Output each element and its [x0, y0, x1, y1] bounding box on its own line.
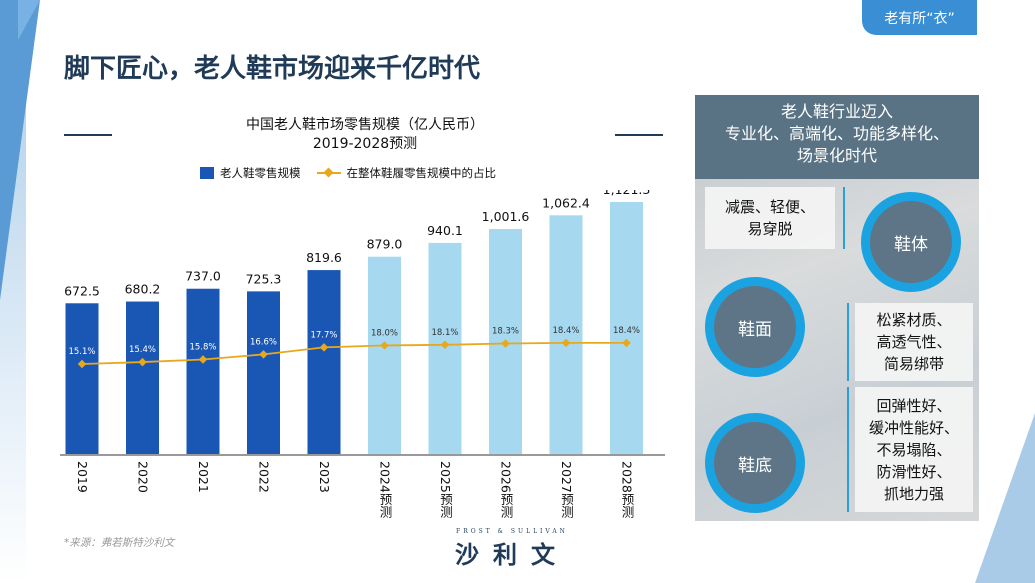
- section-tag: 老有所“衣”: [862, 0, 977, 35]
- share-point: [319, 343, 329, 352]
- share-label: 17.7%: [310, 330, 337, 340]
- bar: [610, 202, 643, 455]
- x-tick-label: 2025预测: [438, 461, 453, 518]
- share-point: [259, 350, 268, 359]
- bar-value-label: 1,062.4: [542, 195, 590, 210]
- share-label: 18.4%: [552, 326, 579, 336]
- x-tick-label: 2028预测: [619, 461, 635, 518]
- chart-title: 中国老人鞋市场零售规模（亿人民币） 2019-2028预测: [150, 116, 580, 154]
- share-point: [138, 357, 147, 367]
- chart-subtitle: 2019-2028预测: [312, 136, 418, 152]
- legend-label-bar: 老人鞋零售规模: [220, 166, 301, 180]
- bar: [247, 291, 280, 455]
- x-tick-label: 2019: [75, 461, 90, 493]
- chart-svg: 672.5 680.2 737.0 725.3 819.6 879.0 940.1 1,001…: [60, 182, 665, 456]
- share-point: [77, 359, 87, 369]
- share-label: 15.4%: [129, 345, 156, 355]
- trend-panel: 老人鞋行业迈入 专业化、高端化、功能多样化、 场景化时代 减震、轻便、 易穿脱 鞋…: [695, 95, 979, 521]
- x-tick-label: 2020: [135, 461, 151, 493]
- feature-circle-body: 鞋体: [861, 192, 961, 292]
- share-label: 18.1%: [431, 328, 458, 338]
- legend-swatch-bar: [200, 167, 214, 179]
- decoration-triangle: [18, 0, 40, 40]
- x-tick-label: 2026预测: [498, 461, 514, 518]
- feature-desc-sole: 回弹性好、 缓冲性能好、 不易塌陷、 防滑性好、 抓地力强: [855, 387, 973, 512]
- title-divider: [615, 134, 663, 136]
- share-label: 15.8%: [189, 343, 216, 353]
- share-line: [81, 341, 627, 365]
- bar-value-label: 940.1: [427, 223, 463, 238]
- bar: [549, 215, 583, 455]
- share-point: [622, 338, 631, 348]
- bar-value-label: 819.6: [306, 250, 342, 265]
- x-tick-label: 2021: [196, 461, 211, 493]
- chart-legend: 老人鞋零售规模 在整体鞋履零售规模中的占比: [200, 165, 496, 181]
- share-point: [440, 340, 450, 350]
- x-tick-label: 2027预测: [559, 461, 574, 518]
- x-tick-label: 2022: [256, 461, 272, 493]
- chart-area: 672.5 680.2 737.0 725.3 819.6 879.0 940.1 1,001…: [50, 182, 670, 530]
- share-label: 15.1%: [68, 347, 95, 357]
- feature-desc-upper: 松紧材质、 高透气性、 简易绑带: [855, 303, 973, 381]
- feature-circle-upper: 鞋面: [705, 277, 805, 377]
- bar-value-label: 725.3: [246, 271, 282, 286]
- share-point: [380, 341, 389, 350]
- page-title: 脚下匠心，老人鞋市场迎来千亿时代: [64, 54, 481, 84]
- bar-value-label: 1,001.6: [482, 209, 530, 224]
- bar-value-label: 672.5: [64, 283, 100, 298]
- connector-line: [847, 387, 849, 512]
- legend-label-line: 在整体鞋履零售规模中的占比: [346, 166, 497, 180]
- bar: [307, 270, 341, 455]
- chart-title-text: 中国老人鞋市场零售规模（亿人民币）: [246, 117, 484, 133]
- share-point: [198, 355, 208, 364]
- bar: [65, 303, 99, 455]
- bar-value-label: 1,121.3: [603, 190, 651, 197]
- title-divider: [64, 134, 112, 136]
- bar: [186, 288, 220, 455]
- frost-sullivan-logo: FROST & SULLIVAN 沙利文: [455, 528, 569, 569]
- share-point: [501, 339, 510, 348]
- decoration-corner: [975, 413, 1035, 583]
- bar-value-label: 737.0: [185, 269, 221, 284]
- share-label: 18.4%: [613, 326, 640, 336]
- share-point: [561, 338, 571, 348]
- bar-value-label: 879.0: [367, 237, 403, 252]
- bar: [368, 256, 401, 455]
- panel-header-line: 专业化、高端化、功能多样化、: [724, 124, 949, 143]
- source-note: *来源：弗若斯特沙利文: [64, 537, 175, 549]
- panel-header-line: 场景化时代: [796, 146, 877, 165]
- x-tick-label: 2024预测: [377, 461, 393, 518]
- legend-swatch-line: [316, 172, 341, 174]
- feature-desc-body: 减震、轻便、 易穿脱: [705, 187, 835, 249]
- connector-line: [843, 187, 845, 249]
- bar: [126, 301, 159, 455]
- share-label: 18.0%: [371, 328, 398, 338]
- decoration-triangle: [0, 0, 40, 300]
- panel-header: 老人鞋行业迈入 专业化、高端化、功能多样化、 场景化时代: [695, 95, 979, 179]
- share-label: 16.6%: [250, 337, 277, 347]
- bar-value-label: 680.2: [125, 282, 161, 297]
- panel-header-line: 老人鞋行业迈入: [780, 102, 893, 121]
- feature-circle-sole: 鞋底: [705, 413, 805, 513]
- share-label: 18.3%: [492, 327, 519, 337]
- connector-line: [847, 303, 849, 381]
- x-tick-label: 2023: [317, 461, 332, 493]
